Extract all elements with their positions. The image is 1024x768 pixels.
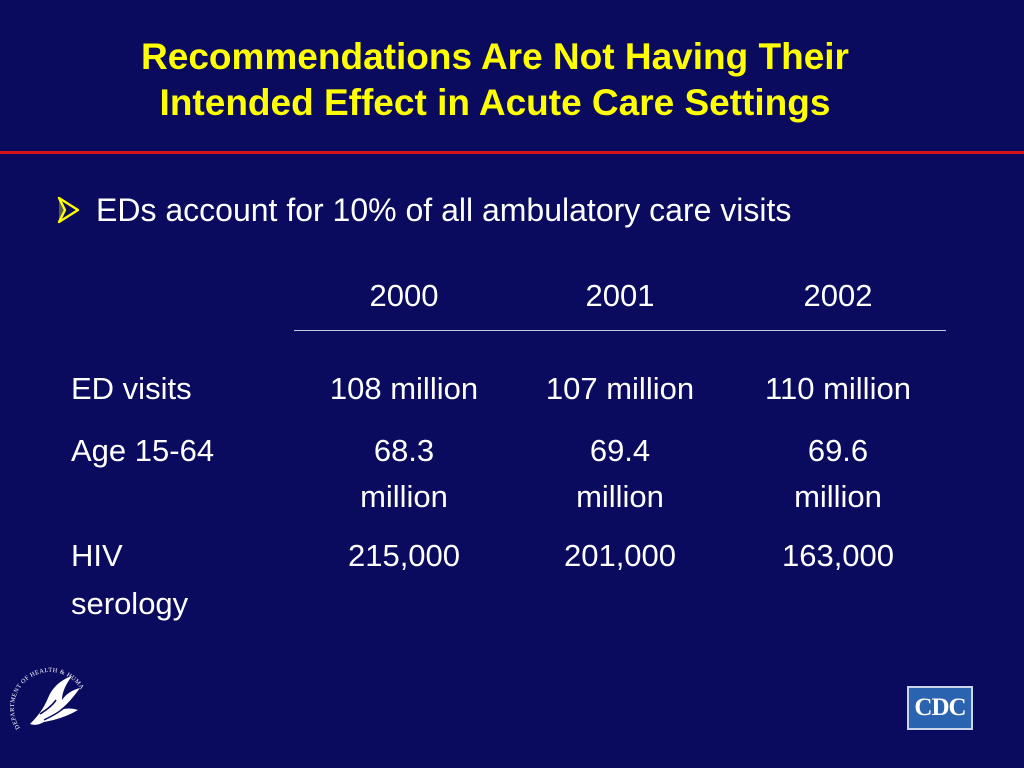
cdc-logo-text: CDC: [914, 694, 966, 721]
cell-hiv-2000: 215,000: [347, 538, 461, 573]
hhs-seal-logo: DEPARTMENT OF HEALTH & HUMAN SERVICES · …: [10, 658, 85, 731]
title-line-2: Intended Effect in Acute Care Settings: [159, 82, 831, 123]
slide-title: Recommendations Are Not Having Their Int…: [0, 34, 990, 126]
cell-ed-visits-2000: 108 million: [329, 371, 479, 406]
cell-ed-visits-2001: 107 million: [545, 371, 695, 406]
row-label-age-15-64: Age 15-64: [71, 433, 215, 468]
row-label-hiv-line2: serology: [71, 586, 189, 621]
bullet-text: EDs account for 10% of all ambulatory ca…: [96, 192, 792, 228]
title-divider: [0, 151, 1024, 154]
cell-age-2002-line2: million: [794, 479, 882, 514]
row-label-hiv-line1: HIV: [71, 538, 123, 573]
column-header-2002: 2002: [803, 278, 873, 313]
cell-age-2002-line1: 69.6: [807, 433, 869, 468]
column-header-2000: 2000: [369, 278, 439, 313]
cell-hiv-2002: 163,000: [781, 538, 895, 573]
cell-hiv-2001: 201,000: [563, 538, 677, 573]
cell-age-2001-line1: 69.4: [589, 433, 651, 468]
header-divider: [294, 330, 946, 331]
cell-age-2001-line2: million: [576, 479, 664, 514]
row-label-ed-visits: ED visits: [71, 371, 192, 406]
bullet-item: EDs account for 10% of all ambulatory ca…: [56, 190, 791, 230]
cell-age-2000-line2: million: [360, 479, 448, 514]
cdc-logo: CDC: [907, 686, 973, 730]
cell-age-2000-line1: 68.3: [373, 433, 435, 468]
arrow-bullet-icon: [57, 196, 80, 224]
column-header-2001: 2001: [585, 278, 655, 313]
title-line-1: Recommendations Are Not Having Their: [141, 36, 849, 77]
cell-ed-visits-2002: 110 million: [765, 371, 911, 406]
